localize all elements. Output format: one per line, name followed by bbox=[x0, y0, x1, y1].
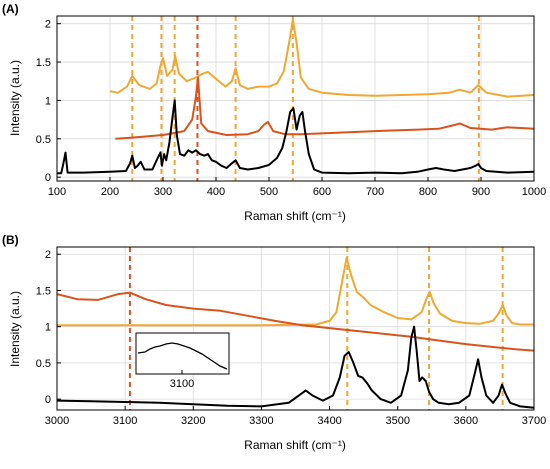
inset-tick-label: 3100 bbox=[170, 378, 194, 390]
panel-a-x-tick-label: 400 bbox=[207, 186, 225, 198]
panel-a-y-axis-label: Intensity (a.u.) bbox=[8, 60, 22, 136]
panel-a-x-tick-label: 800 bbox=[419, 186, 437, 198]
panel-a-y-tick-label: 1 bbox=[45, 95, 51, 107]
panel-a-x-tick-label: 600 bbox=[313, 186, 331, 198]
panel-a-y-ticks: 0 0.5 1 1.5 2 bbox=[36, 19, 61, 184]
panel-a-y-tick-label: 0 bbox=[45, 172, 51, 184]
panel-a-x-tick-label: 700 bbox=[366, 186, 384, 198]
panel-b-y-tick-label: 1 bbox=[45, 322, 51, 334]
panel-b-x-tick-label: 3100 bbox=[113, 415, 137, 427]
panel-a-spectrum-1 bbox=[109, 18, 535, 98]
panel-a-grid bbox=[57, 16, 534, 181]
panel-a-frame bbox=[56, 15, 535, 182]
panel-b-inset: 3100 bbox=[135, 332, 230, 390]
panel-a: (A) 0 0.5 1 1.5 2 100 200 300 400 500 600 700 800 90… bbox=[2, 2, 546, 223]
panel-b-x-tick-label: 3300 bbox=[249, 415, 273, 427]
panel-a-spectra bbox=[57, 18, 535, 175]
panel-a-x-tick-label: 300 bbox=[154, 186, 172, 198]
panel-b-x-tick-label: 3200 bbox=[181, 415, 205, 427]
panel-b-spectra bbox=[56, 256, 535, 409]
panel-a-spectrum-3 bbox=[57, 99, 535, 175]
panel-a-x-tick-label: 900 bbox=[472, 186, 490, 198]
inset-spectrum bbox=[137, 342, 228, 370]
panel-a-x-axis-label: Raman shift (cm⁻¹) bbox=[244, 209, 346, 223]
panel-b-y-ticks: 0 0.5 1 1.5 2 bbox=[36, 249, 61, 406]
panel-b: (B) 0 0.5 1 1.5 2 3000 3100 3200 3300 3400 3500 36… bbox=[2, 233, 546, 452]
panel-b-frame bbox=[56, 246, 535, 411]
panel-a-x-tick-label: 1000 bbox=[522, 186, 546, 198]
panel-b-y-tick-label: 1.5 bbox=[36, 285, 51, 297]
panel-a-spectrum-2 bbox=[115, 76, 535, 140]
panel-b-y-tick-label: 2 bbox=[45, 249, 51, 261]
panel-b-x-tick-label: 3400 bbox=[317, 415, 341, 427]
panel-b-x-axis-label: Raman shift (cm⁻¹) bbox=[244, 438, 346, 452]
panel-b-x-tick-label: 3500 bbox=[385, 415, 409, 427]
panel-b-x-tick-label: 3000 bbox=[45, 415, 69, 427]
inset-frame bbox=[135, 332, 230, 375]
panel-b-x-tick-label: 3600 bbox=[454, 415, 478, 427]
panel-b-spectrum-2 bbox=[56, 291, 535, 352]
panel-a-x-tick-label: 200 bbox=[101, 186, 119, 198]
panel-a-label: (A) bbox=[2, 2, 19, 16]
panel-b-y-axis-label: Intensity (a.u.) bbox=[8, 291, 22, 367]
panel-a-y-tick-label: 2 bbox=[45, 19, 51, 31]
panel-b-reference-lines bbox=[128, 247, 504, 410]
panel-a-x-tick-label: 100 bbox=[48, 186, 66, 198]
panel-b-y-tick-label: 0.5 bbox=[36, 358, 51, 370]
panel-b-spectrum-1 bbox=[57, 256, 534, 327]
panel-a-y-tick-label: 1.5 bbox=[36, 57, 51, 69]
panel-a-x-ticks: 100 200 300 400 500 600 700 800 900 1000 bbox=[48, 177, 546, 198]
panel-b-x-tick-label: 3700 bbox=[522, 415, 546, 427]
panel-b-grid bbox=[57, 247, 534, 410]
panel-b-label: (B) bbox=[2, 233, 19, 247]
panel-b-y-tick-label: 0 bbox=[45, 394, 51, 406]
panel-a-x-tick-label: 500 bbox=[260, 186, 278, 198]
panel-a-y-tick-label: 0.5 bbox=[36, 134, 51, 146]
panel-b-spectrum-3 bbox=[56, 325, 535, 409]
panel-b-x-ticks: 3000 3100 3200 3300 3400 3500 3600 3700 bbox=[45, 406, 546, 427]
